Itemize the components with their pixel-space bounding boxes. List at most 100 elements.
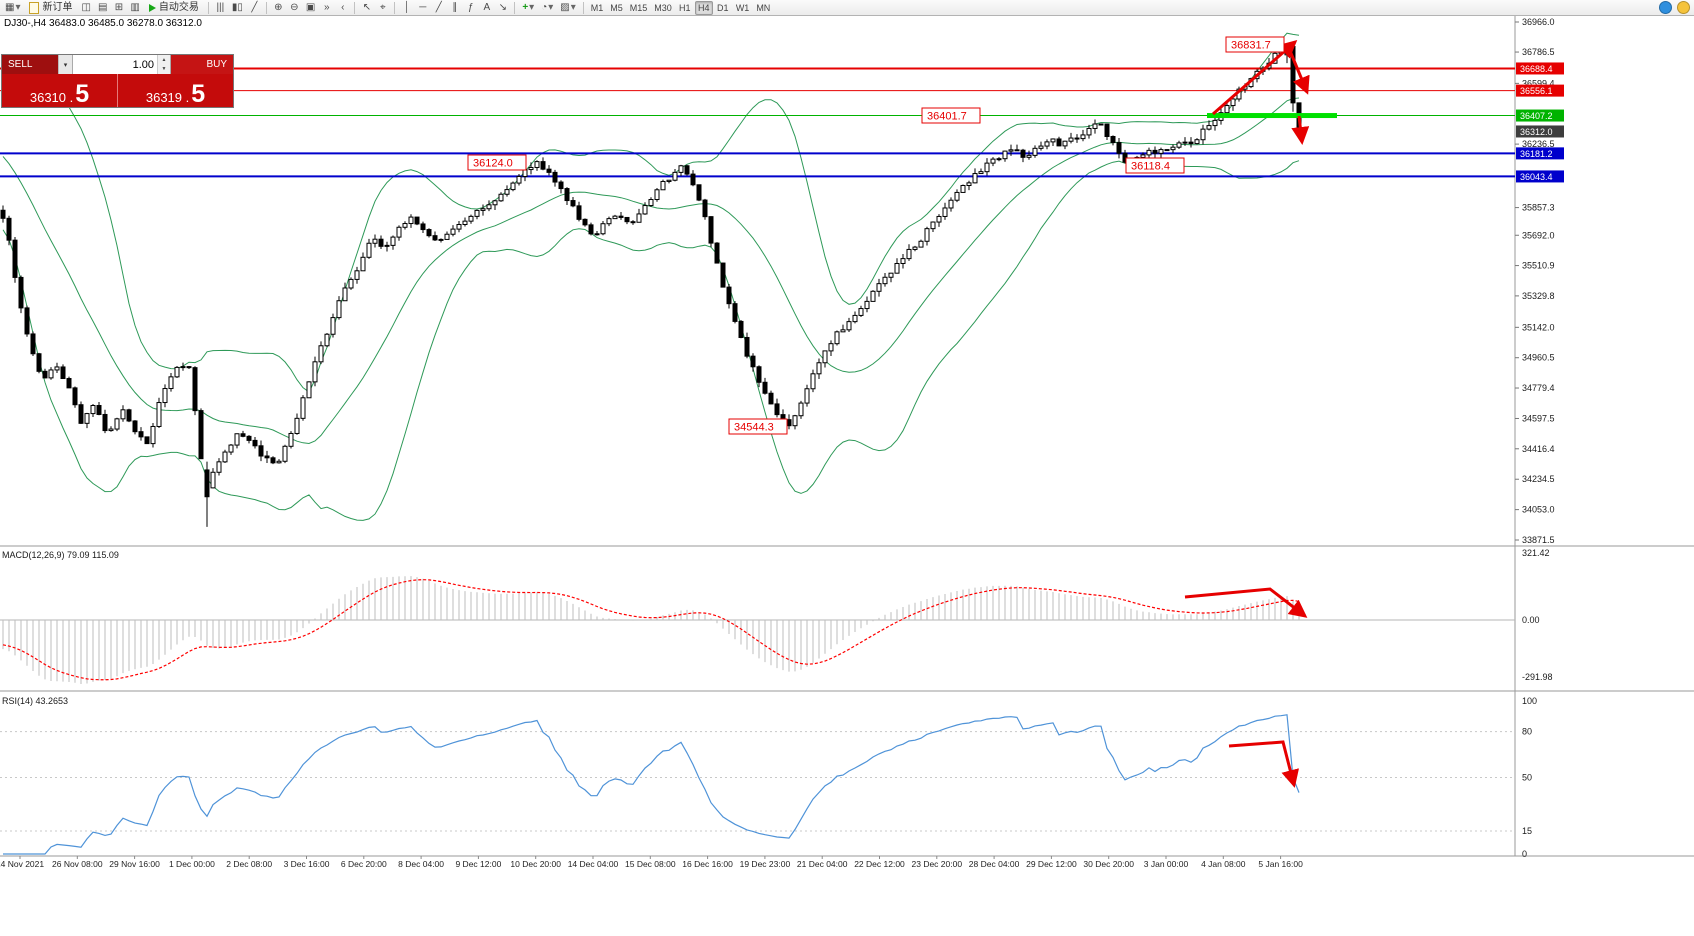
text-label-icon[interactable]: A [479,1,494,15]
volume-up-button[interactable]: ▲ [158,55,170,65]
svg-text:36407.2: 36407.2 [1520,111,1553,121]
zoom-in-icon[interactable]: ⊕ [271,1,286,15]
price-tick: 34960.5 [1522,353,1555,363]
timeframe-M15[interactable]: M15 [627,1,651,15]
price-tick: 35510.9 [1522,261,1555,271]
toolbar-separator [582,1,584,14]
periods-icon[interactable]: ◔ ▾ [538,1,556,15]
chart-shift-icon[interactable]: ‹ [335,1,350,15]
timeframe-H4[interactable]: H4 [694,0,713,15]
timeframe-H1[interactable]: H1 [676,1,694,15]
rsi-down-arrow [1228,740,1300,788]
price-tick: 35329.8 [1522,291,1555,301]
bar-chart-icon[interactable]: ||| [213,1,228,15]
rsi-label: RSI(14) 43.2653 [2,696,68,706]
time-tick: 2 Dec 08:00 [226,859,272,869]
timeframe-M1[interactable]: M1 [588,1,607,15]
main-toolbar: ▦ ▾ 新订单 ◫ ▤ ⊞ ▥ 自动交易 ||| ▮▯ ╱ ⊕ ⊖ ▣» ‹ ↖ ⌖ │ ─ ╱ ∥ ƒ A ↘ + ▾ ◔ ▾ ▨ ▾ M… [0,0,1694,16]
time-tick: 1 Dec 00:00 [169,859,215,869]
zoom-out-icon[interactable]: ⊖ [287,1,302,15]
trend-arrows[interactable] [1184,40,1310,788]
time-tick: 5 Jan 16:00 [1258,859,1303,869]
time-tick: 10 Dec 20:00 [510,859,561,869]
community-icon[interactable] [1659,1,1672,14]
volume-stepper: ▲ ▼ [157,55,170,74]
price-axis[interactable]: 36966.0 36786.5 36599.4 36236.5 35857.3 35692… [1515,17,1564,545]
navigator-icon[interactable]: ⊞ [111,1,126,15]
trendline-icon[interactable]: ╱ [431,1,446,15]
templates-icon[interactable]: ▨ ▾ [557,1,578,15]
chart-info: DJ30-,H4 36483.0 36485.0 36278.0 36312.0 [4,18,202,29]
sell-price[interactable]: 36310 .5 [2,74,118,107]
auto-scroll-icon[interactable]: » [319,1,334,15]
uptrend-arrow [1212,40,1298,116]
timeframe-M30[interactable]: M30 [651,1,675,15]
line-chart-icon[interactable]: ╱ [247,1,262,15]
price-annotations[interactable]: 36831.7 36401.7 36124.0 36118.4 34544.3 [467,36,1285,435]
time-axis[interactable]: 24 Nov 2021 26 Nov 08:00 29 Nov 16:00 1 Dec… [0,856,1303,869]
volume-down-button[interactable]: ▼ [158,64,170,74]
reversal-down-arrow [1286,45,1310,95]
time-tick: 22 Dec 12:00 [854,859,905,869]
candles [0,43,1302,527]
volume-dropdown[interactable]: ▾ [58,55,72,74]
time-tick: 4 Jan 08:00 [1201,859,1246,869]
time-tick: 15 Dec 08:00 [625,859,676,869]
new-chart-icon[interactable]: ▦ ▾ [2,1,23,15]
buy-price[interactable]: 36319 .5 [118,74,233,107]
toolbar-separator [514,1,516,14]
indicators-icon[interactable]: + ▾ [519,1,537,15]
cursor-icon[interactable]: ↖ [359,1,374,15]
macd-label: MACD(12,26,9) 79.09 115.09 [2,550,119,560]
fibonacci-icon[interactable]: ƒ [463,1,478,15]
time-tick: 28 Dec 04:00 [969,859,1020,869]
price-tick: 33871.5 [1522,535,1555,545]
terminal-icon[interactable]: ▥ [127,1,142,15]
time-tick: 23 Dec 20:00 [912,859,963,869]
sell-button[interactable]: SELL [2,55,58,74]
annotation-text: 36831.7 [1231,40,1271,52]
new-order-button[interactable]: 新订单 [24,1,77,15]
crosshair-icon[interactable]: ⌖ [375,1,390,15]
price-tick: 34053.0 [1522,505,1555,515]
annotation-box [921,107,981,124]
data-window-icon[interactable]: ▤ [95,1,110,15]
annotation-box [1225,36,1285,53]
alerts-icon[interactable] [1677,1,1690,14]
vertical-line-icon[interactable]: │ [399,1,414,15]
volume-box: ▲ ▼ [72,55,171,74]
chart-canvas[interactable]: 36966.0 36786.5 36599.4 36236.5 35857.3 35692… [0,16,1694,936]
annotation-box [728,418,788,435]
buy-button[interactable]: BUY [171,55,233,74]
price-tick: 35692.0 [1522,230,1555,240]
time-tick: 21 Dec 04:00 [797,859,848,869]
annotation-text: 36118.4 [1131,161,1170,173]
timeframe-M5[interactable]: M5 [607,1,626,15]
svg-text:36181.2: 36181.2 [1520,149,1553,159]
price-tick: 36786.5 [1522,47,1555,57]
volume-input[interactable] [73,55,157,74]
timeframe-W1[interactable]: W1 [733,1,753,15]
market-watch-icon[interactable]: ◫ [78,1,93,15]
equidistant-channel-icon[interactable]: ∥ [447,1,462,15]
price-level-label [1516,170,1564,183]
timeframe-D1[interactable]: D1 [714,1,732,15]
one-click-trading-panel: SELL ▾ ▲ ▼ BUY 36310 .5 36319 .5 [1,54,234,108]
svg-text:36688.4: 36688.4 [1520,64,1553,74]
time-tick: 6 Dec 20:00 [341,859,387,869]
buy-price-main: 36319 . [145,90,190,105]
price-tick: 36599.4 [1522,78,1555,88]
time-tick: 9 Dec 12:00 [455,859,501,869]
arrow-objects-icon[interactable]: ↘ [495,1,510,15]
horizontal-line-icon[interactable]: ─ [415,1,430,15]
symbol-ohlc-line: DJ30-,H4 36483.0 36485.0 36278.0 36312.0 [4,18,202,29]
timeframe-MN[interactable]: MN [753,1,773,15]
support-highlight[interactable] [1207,113,1337,119]
tile-windows-icon[interactable]: ▣ [303,1,318,15]
autotrading-button[interactable]: 自动交易 [144,1,204,15]
candlestick-chart-icon[interactable]: ▮▯ [229,1,246,15]
rsi-line [3,714,1300,855]
price-level-label [1516,125,1564,138]
svg-text:321.42: 321.42 [1522,548,1550,558]
macd-panel: MACD(12,26,9) 79.09 115.09 321.42 0.00 -291… [0,548,1553,684]
